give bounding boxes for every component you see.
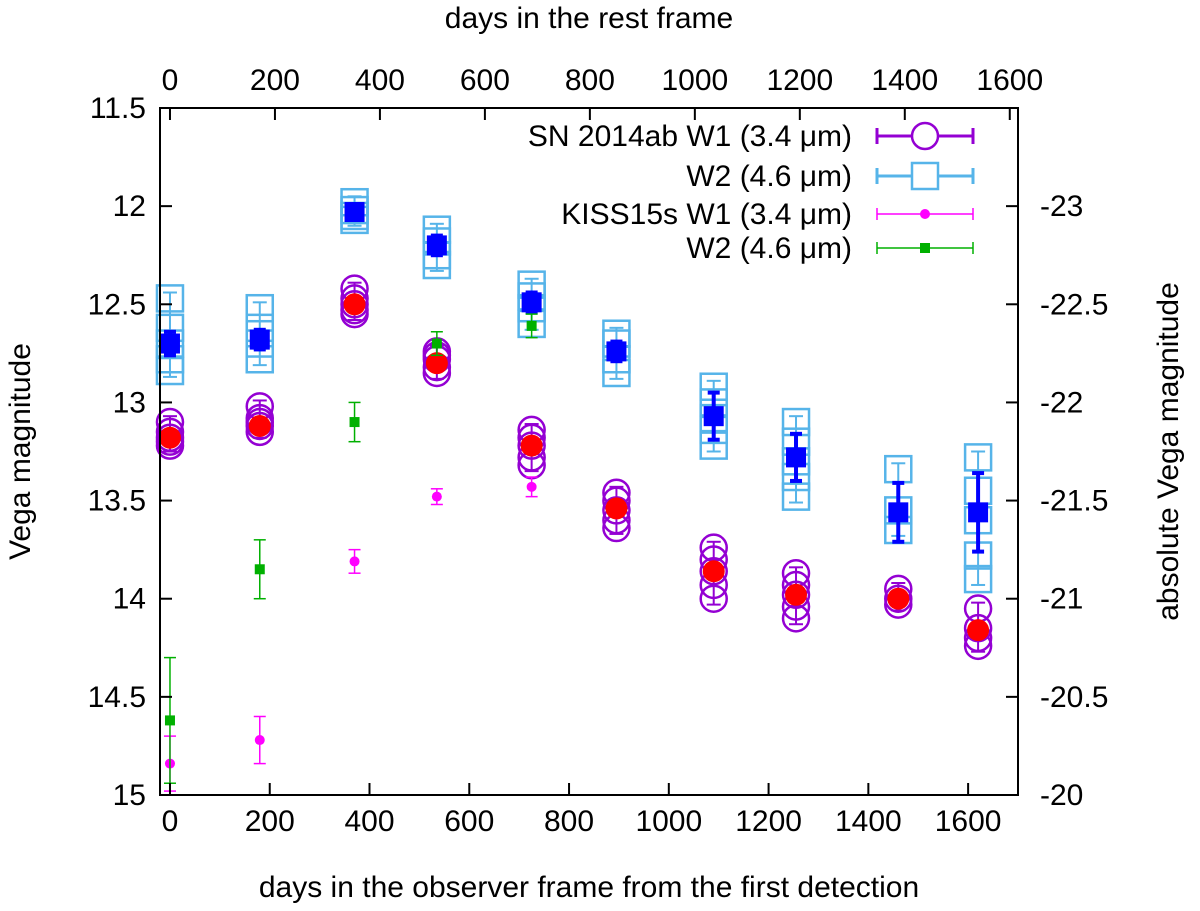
- x-tick-label-bottom: 600: [444, 805, 494, 838]
- legend-label: SN 2014ab W1 (3.4 μm): [528, 120, 852, 153]
- kiss-w2-point: [349, 417, 360, 428]
- sn-w2-point: [781, 482, 811, 511]
- kiss-w2-point: [254, 564, 265, 575]
- sn-w1-point: [517, 431, 546, 460]
- y-tick-label-right: -20: [1040, 779, 1083, 812]
- y-tick-label-right: -22.5: [1040, 288, 1108, 321]
- x-tick-label-top: 800: [565, 64, 615, 97]
- y-tick-label-left: 15: [113, 779, 146, 812]
- y-tick-label-left: 14.5: [88, 681, 146, 714]
- sn-w2-mean-point: [888, 502, 909, 523]
- y-tick-label-left: 12.5: [88, 288, 146, 321]
- sn-w2-point: [963, 443, 993, 472]
- x-tick-label-bottom: 400: [344, 805, 394, 838]
- x-tick-label-bottom: 1600: [935, 805, 1002, 838]
- sn-w2-mean-point: [159, 333, 180, 354]
- y-tick-label-left: 13: [113, 386, 146, 419]
- x-tick-label-top: 1000: [661, 64, 728, 97]
- y-tick-label-left: 13.5: [88, 485, 146, 518]
- legend-entry: SN 2014ab W1 (3.4 μm): [528, 120, 975, 153]
- y-tick-label-right: -21: [1040, 583, 1083, 616]
- x-tick-label-bottom: 200: [245, 805, 295, 838]
- sn-w1-mean-point: [605, 497, 628, 520]
- sn-w1-point: [602, 496, 631, 525]
- kiss-w2-point: [431, 338, 442, 349]
- legend-entry: KISS15s W1 (3.4 μm): [561, 198, 974, 231]
- legend-label: W2 (4.6 μm): [686, 232, 852, 265]
- legend-symbol-sn-w2: [910, 161, 940, 191]
- sn-w2-point: [155, 356, 185, 386]
- legend-label: W2 (4.6 μm): [686, 160, 852, 193]
- sn-w1-point: [340, 290, 369, 319]
- x-tick-label-bottom: 1400: [835, 805, 902, 838]
- x-tick-label-top: 600: [460, 64, 510, 97]
- axes: 0 200 400 600 800 1000 1200 1400 1600 0 200 400 600 8…: [88, 64, 1109, 838]
- x-tick-label-top: 1400: [871, 64, 938, 97]
- x-tick-label-top: 400: [355, 64, 405, 97]
- sn-w2-mean-point: [344, 202, 365, 223]
- y-tick-label-left: 12: [113, 190, 146, 223]
- sn-w2-mean-point: [703, 406, 724, 427]
- sn-w1-mean-point: [520, 434, 543, 457]
- y-tick-label-right: -20.5: [1040, 681, 1108, 714]
- sn-w2-mean-point: [968, 502, 989, 523]
- legend-symbol-sn-w1: [910, 121, 940, 151]
- legend-symbol-kiss-w1: [920, 209, 930, 219]
- y-tick-label-right: -23: [1040, 190, 1083, 223]
- sn-w1-mean-point: [425, 352, 448, 375]
- x-tick-label-top: 200: [250, 64, 300, 97]
- sn-w2-mean-point: [426, 235, 447, 256]
- sn-w1-mean-point: [248, 414, 271, 437]
- sn-w2-mean-point: [249, 329, 270, 350]
- kiss-w1-point: [431, 491, 442, 502]
- kiss-w1-point: [349, 556, 360, 567]
- legend-entry: W2 (4.6 μm): [686, 160, 975, 193]
- kiss-w2-point: [526, 320, 537, 331]
- sn-w1-point: [781, 580, 811, 610]
- y-tick-label-left: 11.5: [90, 92, 146, 125]
- x-tick-label-top: 1200: [766, 64, 833, 97]
- plot-marks: [155, 187, 993, 792]
- x-tick-label-top: 0: [162, 64, 179, 97]
- x-tick-label-bottom: 1200: [735, 805, 802, 838]
- sn-w2-mean-point: [521, 292, 542, 313]
- sn-w2-mean-point: [786, 447, 807, 468]
- x-tick-label-bottom: 0: [162, 805, 179, 838]
- sn-w2-point: [155, 284, 185, 313]
- kiss-w1-point: [254, 735, 265, 746]
- y-tick-label-right: -21.5: [1040, 485, 1108, 518]
- y-tick-label-left: 14: [113, 583, 146, 616]
- legend-label: KISS15s W1 (3.4 μm): [561, 198, 852, 231]
- sn-w1-mean-point: [785, 583, 808, 606]
- kiss-w1-point: [526, 481, 537, 492]
- sn-w1-point: [963, 613, 993, 643]
- sn-w2-point: [963, 564, 993, 594]
- y-tick-label-right: -22: [1040, 386, 1083, 419]
- x-tick-label-top: 1600: [976, 64, 1043, 97]
- x-tick-label-bottom: 1000: [635, 805, 702, 838]
- x-axis-label-top: days in the rest frame: [445, 2, 733, 35]
- y-axis-label-left: Vega magnitude: [4, 343, 37, 560]
- sn-w1-mean-point: [702, 560, 725, 583]
- y-axis-label-right: absolute Vega magnitude: [1152, 282, 1185, 621]
- sn-w1-mean-point: [343, 293, 366, 316]
- sn-w1-mean-point: [158, 426, 181, 449]
- x-axis-label-bottom: days in the observer frame from the firs…: [259, 871, 919, 904]
- sn-w2-point: [245, 293, 275, 323]
- sn-w1-mean-point: [887, 587, 910, 610]
- sn-w1-point: [155, 423, 185, 453]
- sn-w1-point: [699, 584, 728, 613]
- x-tick-label-bottom: 800: [544, 805, 594, 838]
- kiss-w2-point: [164, 715, 175, 726]
- legend-entry: W2 (4.6 μm): [686, 232, 974, 265]
- sn-w1-point: [884, 584, 913, 613]
- sn-w1-point: [699, 556, 728, 586]
- sn-w1-mean-point: [967, 619, 990, 642]
- sn-w2-mean-point: [606, 341, 627, 362]
- legend: SN 2014ab W1 (3.4 μm)W2 (4.6 μm)KISS15s …: [528, 120, 975, 265]
- legend-symbol-kiss-w2: [920, 243, 930, 253]
